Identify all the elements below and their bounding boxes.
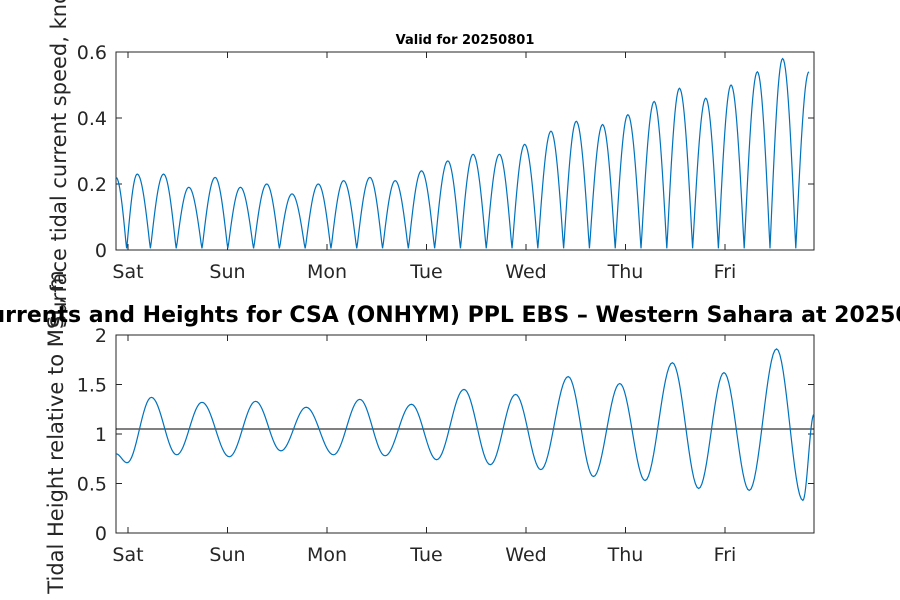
current-speed-x-tick-label: Thu	[607, 261, 644, 283]
figure-main-title: Currents and Heights for CSA (ONHYM) PPL…	[0, 303, 900, 328]
tidal-height-y-tick-label: 1	[95, 424, 107, 446]
current-speed-x-tick-label: Fri	[714, 261, 737, 283]
current-speed-y-axis-label: Surface tidal current speed, knots	[47, 0, 71, 328]
tidal-height-x-tick-label: Fri	[714, 544, 737, 566]
tidal-height-chart: 0 0.5 1 1.5 2 Sat Sun Mon Tue Wed Thu Fri Tidal He…	[44, 270, 815, 595]
tidal-height-x-tick-label: Sun	[209, 544, 245, 566]
tidal-height-x-tick-label: Tue	[409, 544, 442, 566]
tidal-height-y-axis-label: Tidal Height relative to MSL, m	[44, 270, 68, 594]
current-speed-y-tick-label: 0.6	[77, 42, 107, 64]
current-speed-plot-area	[115, 51, 815, 251]
tidal-height-x-tick-label: Thu	[607, 544, 644, 566]
tidal-height-series-line	[115, 348, 815, 502]
tidal-height-plot-area	[115, 334, 815, 534]
current-speed-chart-title: Valid for 20250801	[396, 33, 535, 48]
current-speed-y-tick-label: 0	[95, 240, 107, 262]
tidal-height-y-tick-label: 2	[95, 325, 107, 347]
current-speed-y-tick-label: 0.2	[77, 174, 107, 196]
tidal-height-x-tick-label: Mon	[307, 544, 347, 566]
tidal-height-y-tick-label: 0.5	[77, 474, 107, 496]
current-speed-x-tick-label: Tue	[409, 261, 442, 283]
current-speed-x-tick-label: Wed	[505, 261, 546, 283]
current-speed-chart: Valid for 20250801 0 0.2 0.4 0.6 Sat Sun Mon T…	[47, 0, 815, 328]
current-speed-x-tick-label: Sat	[112, 261, 143, 283]
current-speed-series-line	[115, 57, 810, 249]
current-speed-y-tick-label: 0.4	[77, 108, 107, 130]
tidal-height-x-tick-label: Wed	[505, 544, 546, 566]
current-speed-x-tick-label: Sun	[209, 261, 245, 283]
tidal-height-y-tick-label: 0	[95, 523, 107, 545]
tidal-height-x-tick-label: Sat	[112, 544, 143, 566]
tidal-height-y-tick-label: 1.5	[77, 375, 107, 397]
current-speed-x-tick-label: Mon	[307, 261, 347, 283]
